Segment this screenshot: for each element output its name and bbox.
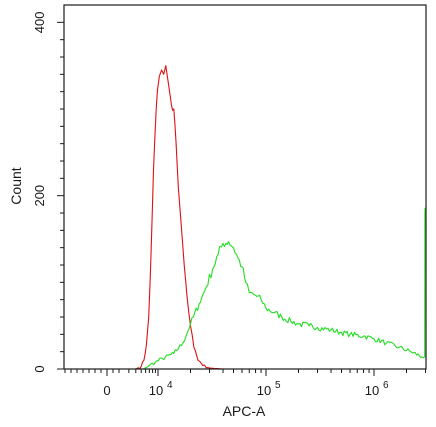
x-tick-label: 10 <box>149 383 163 398</box>
x-tick-label: 10 <box>365 383 379 398</box>
y-axis-label: Count <box>8 167 24 204</box>
x-tick-label: 10 <box>257 383 271 398</box>
series-line-2 <box>143 207 426 370</box>
series-layer <box>135 65 426 370</box>
y-tick-label: 0 <box>32 365 47 372</box>
x-tick-label: 0 <box>103 383 110 398</box>
series-line-1 <box>135 65 224 370</box>
x-tick-exponent: 6 <box>383 380 389 391</box>
plot-frame <box>63 4 427 370</box>
y-tick-label: 400 <box>32 11 47 33</box>
labels-layer: 0 200 400 0 10 4 10 5 10 6 <box>32 11 389 398</box>
x-axis-label: APC-A <box>223 403 266 419</box>
ticks-layer <box>57 21 427 376</box>
x-tick-exponent: 4 <box>167 380 173 391</box>
x-tick-exponent: 5 <box>275 380 281 391</box>
y-tick-label: 200 <box>32 185 47 207</box>
